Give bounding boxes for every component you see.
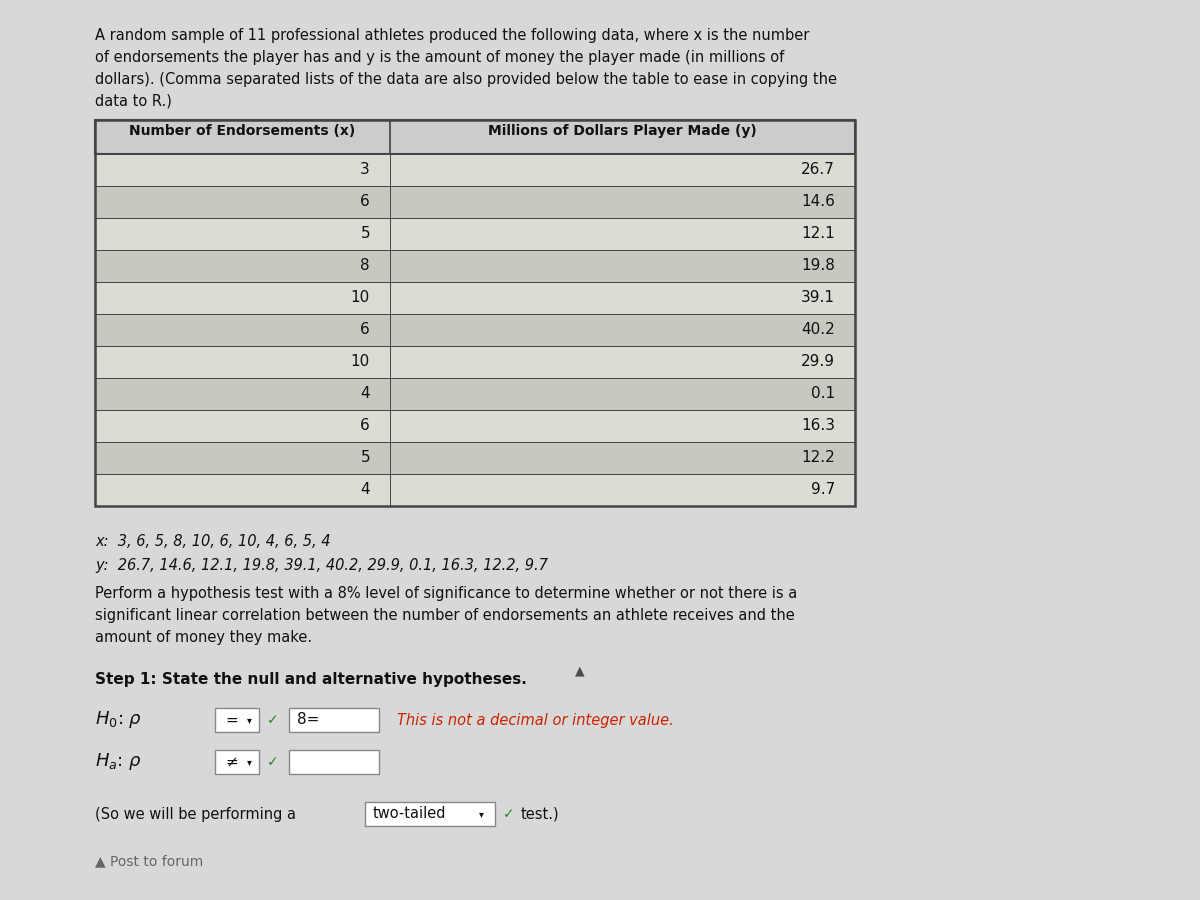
Text: significant linear correlation between the number of endorsements an athlete rec: significant linear correlation between t…	[95, 608, 794, 623]
Text: x:  3, 6, 5, 8, 10, 6, 10, 4, 6, 5, 4: x: 3, 6, 5, 8, 10, 6, 10, 4, 6, 5, 4	[95, 534, 330, 549]
Text: of endorsements the player has and y is the amount of money the player made (in : of endorsements the player has and y is …	[95, 50, 785, 65]
Text: 6: 6	[360, 194, 370, 209]
Text: A random sample of 11 professional athletes produced the following data, where x: A random sample of 11 professional athle…	[95, 28, 809, 43]
Text: ▾: ▾	[479, 809, 484, 819]
Text: data to R.): data to R.)	[95, 94, 172, 109]
Text: ✓: ✓	[266, 755, 278, 769]
Text: This is not a decimal or integer value.: This is not a decimal or integer value.	[397, 713, 673, 727]
Text: 5: 5	[360, 226, 370, 240]
Text: ✓: ✓	[266, 713, 278, 727]
Text: 4: 4	[360, 385, 370, 400]
Text: ▲: ▲	[575, 664, 584, 677]
Text: 39.1: 39.1	[802, 290, 835, 304]
Text: Number of Endorsements (x): Number of Endorsements (x)	[130, 124, 355, 138]
Text: 6: 6	[360, 418, 370, 433]
Text: 26.7: 26.7	[802, 161, 835, 176]
Text: ▾: ▾	[246, 715, 252, 725]
Text: 10: 10	[350, 290, 370, 304]
Text: dollars). (Comma separated lists of the data are also provided below the table t: dollars). (Comma separated lists of the …	[95, 72, 838, 87]
Text: 14.6: 14.6	[802, 194, 835, 209]
Text: $H_0$: $\rho$: $H_0$: $\rho$	[95, 709, 142, 731]
Text: 0.1: 0.1	[811, 385, 835, 400]
Text: 6: 6	[360, 321, 370, 337]
Text: y:  26.7, 14.6, 12.1, 19.8, 39.1, 40.2, 29.9, 0.1, 16.3, 12.2, 9.7: y: 26.7, 14.6, 12.1, 19.8, 39.1, 40.2, 2…	[95, 558, 548, 573]
Text: 4: 4	[360, 482, 370, 497]
Text: test.): test.)	[521, 806, 559, 822]
Text: Millions of Dollars Player Made (y): Millions of Dollars Player Made (y)	[488, 124, 757, 138]
Text: ✓: ✓	[503, 807, 515, 821]
Text: amount of money they make.: amount of money they make.	[95, 630, 312, 645]
Text: 8: 8	[360, 257, 370, 273]
Text: Step 1: State the null and alternative hypotheses.: Step 1: State the null and alternative h…	[95, 672, 527, 687]
Text: 40.2: 40.2	[802, 321, 835, 337]
Text: 19.8: 19.8	[802, 257, 835, 273]
Text: ≠: ≠	[226, 754, 238, 770]
Text: ▲ Post to forum: ▲ Post to forum	[95, 854, 203, 868]
Text: 12.2: 12.2	[802, 449, 835, 464]
Text: 8=: 8=	[298, 713, 319, 727]
Text: $H_a$: $\rho$: $H_a$: $\rho$	[95, 752, 142, 772]
Text: 12.1: 12.1	[802, 226, 835, 240]
Text: 10: 10	[350, 354, 370, 368]
Text: =: =	[226, 713, 238, 727]
Text: two-tailed: two-tailed	[373, 806, 446, 822]
Text: 16.3: 16.3	[802, 418, 835, 433]
Text: Perform a hypothesis test with a 8% level of significance to determine whether o: Perform a hypothesis test with a 8% leve…	[95, 586, 797, 601]
Text: 29.9: 29.9	[802, 354, 835, 368]
Text: 5: 5	[360, 449, 370, 464]
Text: (So we will be performing a: (So we will be performing a	[95, 806, 301, 822]
Text: 9.7: 9.7	[811, 482, 835, 497]
Text: ▾: ▾	[246, 757, 252, 767]
Text: 3: 3	[360, 161, 370, 176]
